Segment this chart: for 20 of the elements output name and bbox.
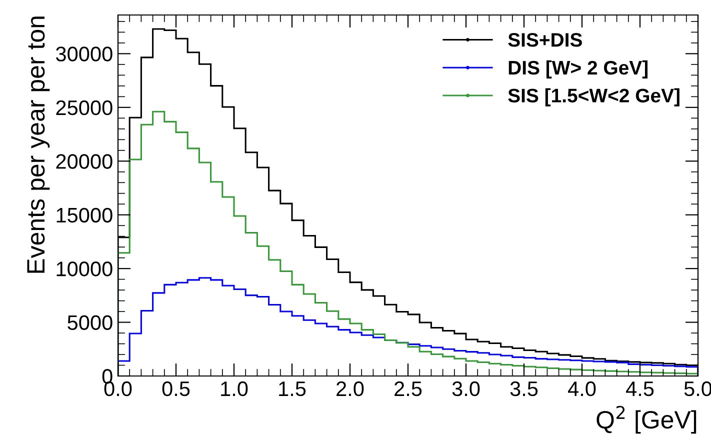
x-tick-label: 1.5 bbox=[279, 382, 306, 396]
y-tick-label: 15000 bbox=[56, 208, 112, 223]
y-tick-label: 30000 bbox=[56, 46, 112, 62]
y-tick-label: 5000 bbox=[68, 315, 112, 330]
x-tick-label: 1.0 bbox=[221, 381, 248, 396]
x-tick-label: 2.0 bbox=[336, 381, 364, 396]
y-tick-label: 10000 bbox=[56, 262, 112, 276]
x-tick-label: 0.5 bbox=[162, 381, 190, 396]
legend-label: SIS [1.5<W<2 GeV] bbox=[508, 88, 680, 106]
x-tick-label: 4.0 bbox=[568, 381, 596, 396]
x-axis-title: Q$^{2}$ [GeV] bbox=[596, 406, 696, 434]
legend-label: SIS+DIS bbox=[508, 33, 582, 47]
x-tick-label: 3.0 bbox=[452, 381, 480, 396]
legend-label: DIS [W> 2 GeV] bbox=[508, 60, 648, 78]
x-tick-label: 2.5 bbox=[394, 381, 422, 396]
x-tick-label: 3.5 bbox=[510, 381, 538, 396]
y-tick-label: 20000 bbox=[56, 154, 112, 169]
x-tick-label: 4.5 bbox=[626, 382, 654, 396]
y-tick-label: 25000 bbox=[56, 100, 112, 116]
y-axis-title: Events per year per ton bbox=[27, 16, 50, 273]
